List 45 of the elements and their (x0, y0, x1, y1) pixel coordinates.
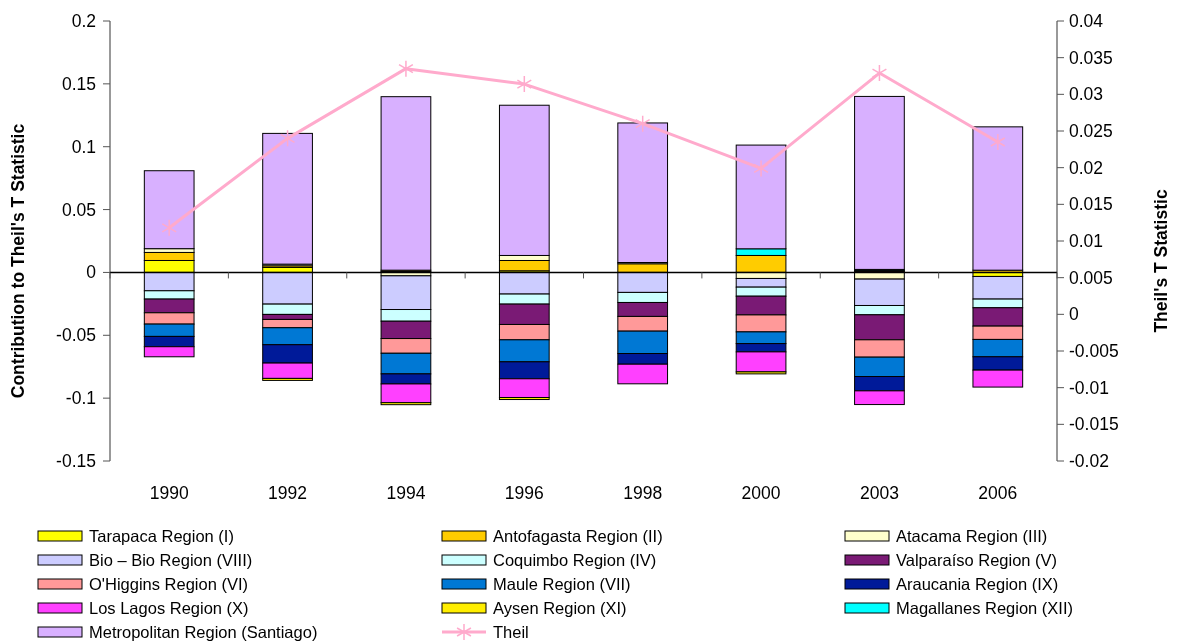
x-tick-label: 1998 (623, 483, 663, 503)
legend-label: Theil (493, 623, 529, 641)
legend-label: O'Higgins Region (VI) (89, 575, 249, 593)
y-tick-label: 0.1 (71, 136, 96, 157)
legend-label: Antofagasta Region (II) (493, 527, 663, 545)
legend-label: Los Lagos Region (X) (89, 599, 249, 617)
x-tick-label: 2003 (859, 483, 899, 503)
y2-tick-label: 0.01 (1069, 231, 1104, 251)
y2-axis-title: Theil's T Statistic (1151, 189, 1171, 333)
y-tick-label: -0.05 (56, 325, 96, 346)
y2-tick-label: 0.02 (1069, 157, 1104, 178)
y2-tick-label: -0.015 (1069, 414, 1119, 435)
y2-tick-label: 0.035 (1069, 47, 1113, 68)
y2-tick-label: -0.02 (1069, 451, 1109, 471)
y-tick-label: 0.05 (61, 199, 96, 220)
y-axis-title: Contribution to Theil's T Statistic (8, 123, 28, 399)
y2-tick-label: 0.015 (1069, 194, 1113, 215)
y2-tick-label: 0.005 (1069, 267, 1113, 288)
legend-label: Metropolitan Region (Santiago) (89, 623, 318, 641)
legend-label: Coquimbo Region (IV) (493, 551, 657, 569)
x-tick-label: 1994 (386, 483, 426, 503)
y2-tick-label: 0.03 (1069, 84, 1104, 105)
y-tick-label: 0.2 (71, 11, 96, 31)
x-tick-label: 2006 (978, 483, 1018, 503)
legend-label: Magallanes Region (XII) (896, 599, 1074, 617)
legend-label: Tarapaca Region (I) (89, 527, 234, 545)
legend-label: Atacama Region (III) (896, 527, 1048, 545)
legend-label: Araucania Region (IX) (896, 575, 1059, 593)
y-tick-label: 0 (86, 262, 97, 283)
y-tick-label: 0.15 (61, 73, 96, 94)
y2-tick-label: 0.04 (1069, 11, 1104, 31)
y2-tick-label: 0 (1069, 304, 1079, 325)
x-tick-label: 1990 (149, 483, 189, 503)
legend-label: Aysen Region (XI) (493, 599, 627, 617)
y-tick-label: -0.15 (56, 451, 96, 471)
y2-tick-label: -0.01 (1069, 377, 1109, 398)
legend-label: Valparaíso Region (V) (896, 551, 1058, 569)
y2-tick-label: -0.005 (1069, 341, 1119, 361)
x-tick-label: 2000 (741, 483, 781, 503)
y2-tick-label: 0.025 (1069, 121, 1113, 141)
legend-label: Bio – Bio Region (VIII) (89, 551, 253, 569)
x-tick-label: 1996 (504, 483, 544, 503)
legend-label: Maule Region (VII) (493, 575, 631, 593)
x-tick-label: 1992 (268, 483, 308, 503)
y-tick-label: -0.1 (65, 388, 96, 409)
